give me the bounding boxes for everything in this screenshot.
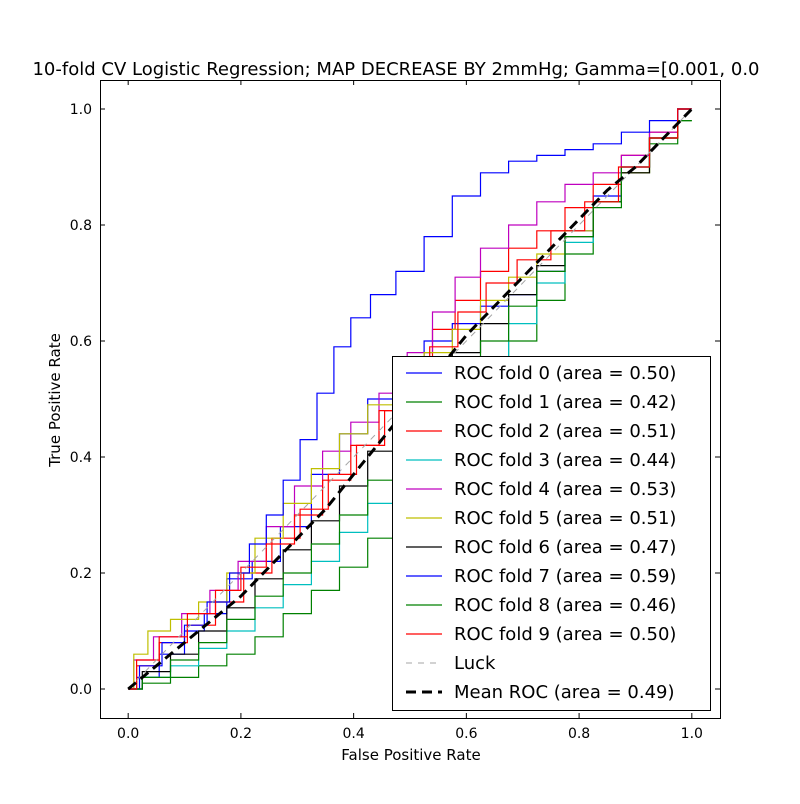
- x-tick-label: 0.6: [455, 726, 477, 742]
- legend-label: Luck: [454, 653, 496, 674]
- y-tick-label: 1.0: [70, 102, 92, 118]
- legend-label: ROC fold 3 (area = 0.44): [454, 450, 676, 471]
- legend-label: ROC fold 0 (area = 0.50): [454, 363, 676, 384]
- legend-label: ROC fold 8 (area = 0.46): [454, 595, 676, 616]
- x-tick-label: 0.4: [343, 726, 365, 742]
- y-tick-label: 0.6: [70, 334, 92, 350]
- legend-label: ROC fold 1 (area = 0.42): [454, 392, 676, 413]
- legend-box: [392, 356, 711, 711]
- legend-label: ROC fold 4 (area = 0.53): [454, 479, 676, 500]
- x-tick-label: 0.2: [230, 726, 252, 742]
- legend-label: ROC fold 2 (area = 0.51): [454, 421, 676, 442]
- chart-title: 10-fold CV Logistic Regression; MAP DECR…: [32, 59, 759, 80]
- legend-label: ROC fold 7 (area = 0.59): [454, 566, 676, 587]
- x-tick-label: 0.0: [117, 726, 139, 742]
- y-tick-label: 0.8: [70, 218, 92, 234]
- series-line-7: [128, 108, 692, 690]
- plot-frame: [100, 80, 721, 719]
- legend-label: Mean ROC (area = 0.49): [454, 682, 675, 703]
- legend-label: ROC fold 6 (area = 0.47): [454, 537, 676, 558]
- y-axis-label: True Positive Rate: [46, 333, 64, 468]
- y-tick-label: 0.2: [70, 566, 92, 582]
- legend-label: ROC fold 5 (area = 0.51): [454, 508, 676, 529]
- x-tick-label: 0.8: [568, 726, 590, 742]
- legend-label: ROC fold 9 (area = 0.50): [454, 624, 676, 645]
- axis-ticks: 0.0 0.2 0.4 0.6 0.8 1.0 0.0 0.2 0.4 0.6 0.8 1.0: [70, 80, 720, 742]
- x-tick-label: 1.0: [681, 726, 703, 742]
- legend: ROC fold 0 (area = 0.50) ROC fold 1 (area…: [392, 356, 711, 711]
- x-axis-label: False Positive Rate: [341, 746, 480, 764]
- y-tick-label: 0.4: [70, 450, 92, 466]
- y-tick-label: 0.0: [70, 682, 92, 698]
- series-line-10: [127, 108, 693, 690]
